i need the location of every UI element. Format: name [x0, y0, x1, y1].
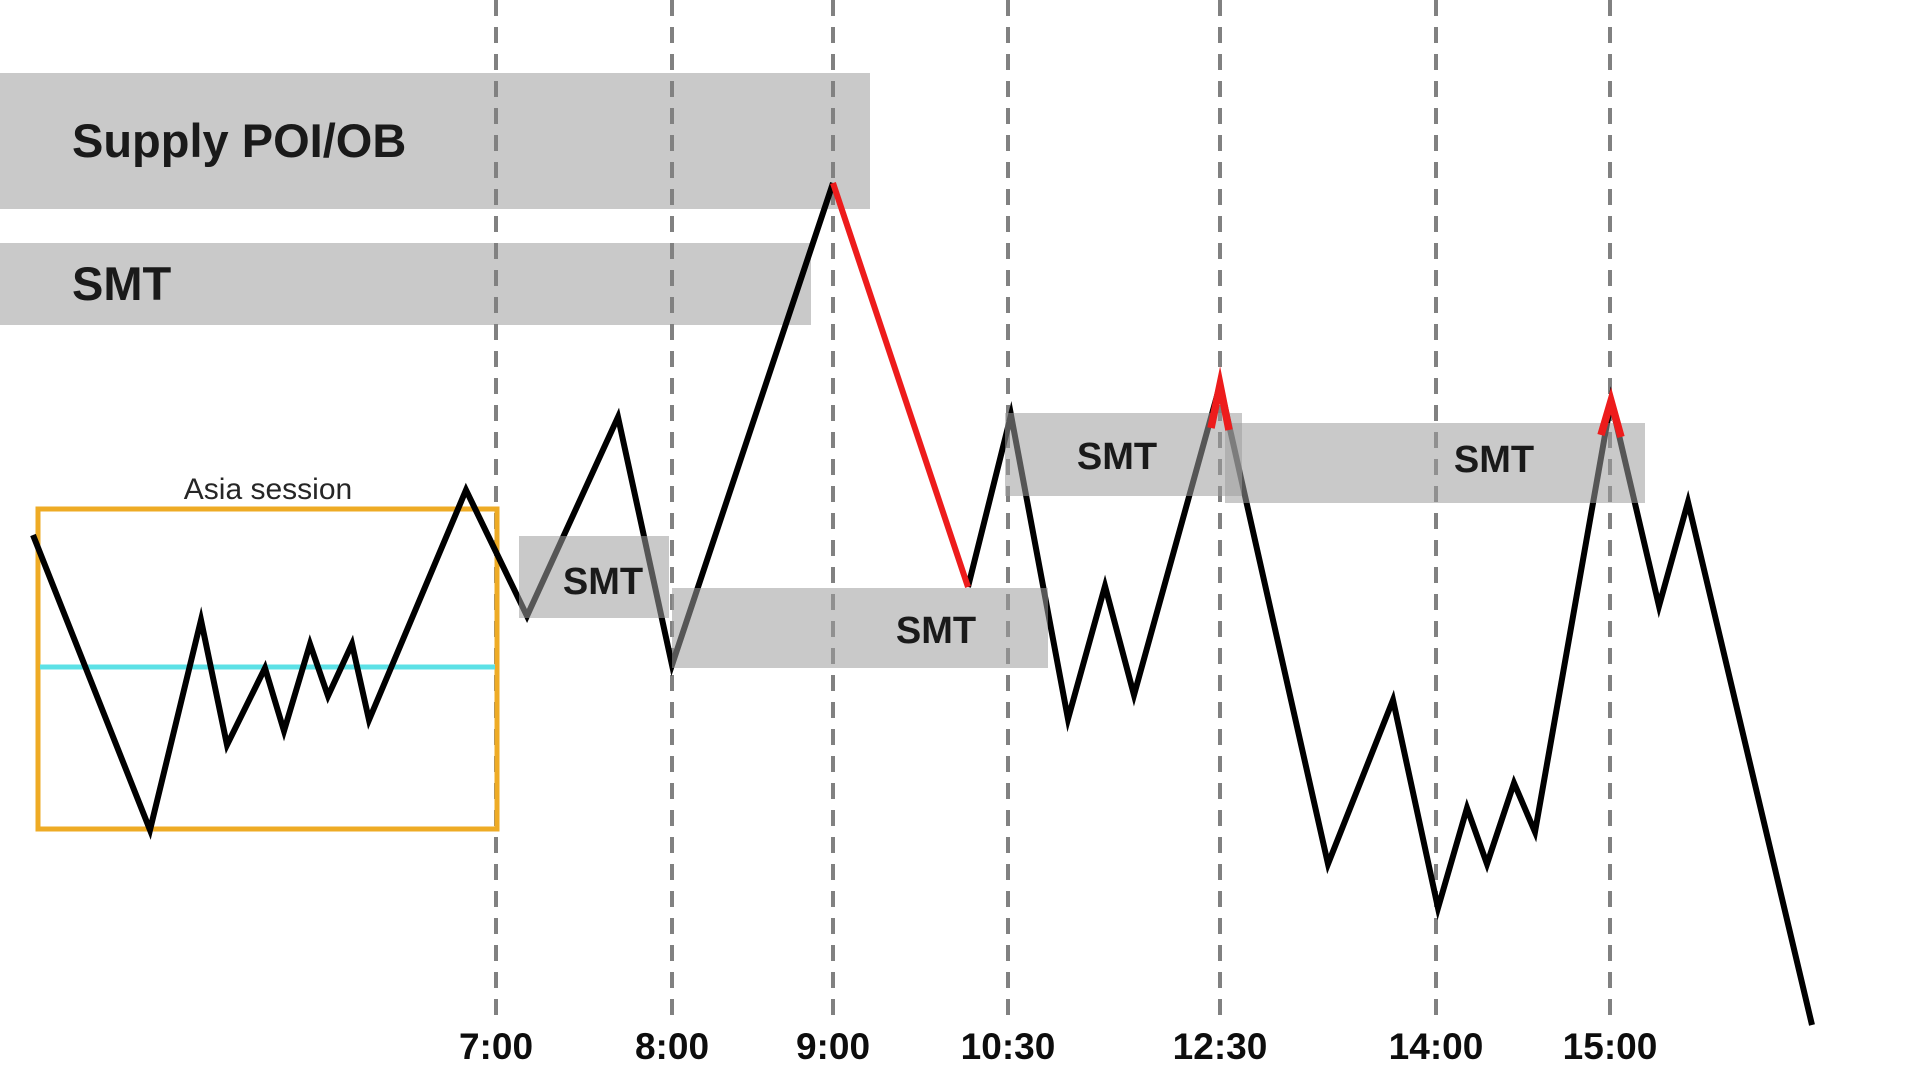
liquidity-sweep-red-1	[830, 182, 971, 588]
time-label-12:30: 12:30	[1173, 1026, 1268, 1067]
smt-zone-4	[1225, 423, 1645, 503]
smt-header-zone	[0, 243, 811, 325]
smt-zone-1	[519, 536, 669, 618]
asia-session-label: Asia session	[183, 473, 353, 506]
smt-header-label: SMT	[72, 257, 172, 310]
smt-zone-1-label: SMT	[563, 561, 643, 603]
time-label-8:00: 8:00	[635, 1026, 709, 1067]
smt-zone-4-label: SMT	[1454, 439, 1534, 481]
time-label-7:00: 7:00	[459, 1026, 533, 1067]
time-label-15:00: 15:00	[1563, 1026, 1658, 1067]
liquidity-sweep-red-2	[1207, 366, 1233, 431]
smt-zone-2-label: SMT	[896, 610, 976, 652]
price-path-1	[30, 182, 836, 840]
time-label-14:00: 14:00	[1389, 1026, 1484, 1067]
supply-poi-ob-label: Supply POI/OB	[72, 114, 407, 167]
liquidity-sweep-red-3	[1597, 387, 1625, 439]
supply-poi-ob-zone	[0, 73, 870, 209]
asia-session-box	[35, 506, 500, 832]
smt-zone-3-label: SMT	[1077, 436, 1157, 478]
smt-zone-3	[1005, 413, 1242, 496]
time-label-9:00: 9:00	[796, 1026, 870, 1067]
time-label-10:30: 10:30	[961, 1026, 1056, 1067]
smt-zone-2	[672, 588, 1048, 668]
